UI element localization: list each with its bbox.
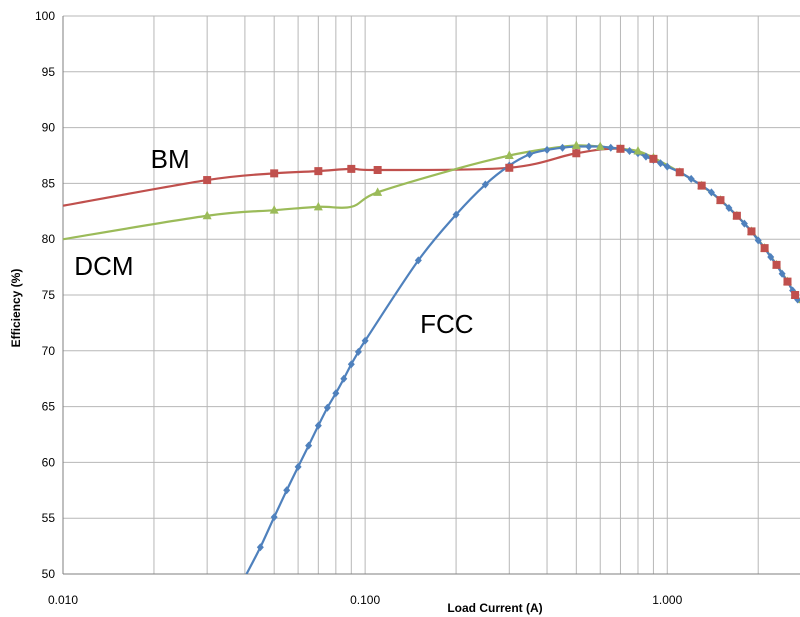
dcm-point (504, 150, 514, 159)
y-tick-label: 95 (42, 65, 56, 79)
y-tick-label: 90 (42, 121, 56, 135)
y-tick-label: 75 (42, 288, 56, 302)
bm-point (616, 144, 625, 153)
bm-point (716, 196, 725, 205)
bm-point (314, 167, 323, 176)
fcc-point (340, 374, 348, 383)
bm-point (760, 244, 769, 253)
fcc-series-label: FCC (420, 309, 473, 339)
series-layer (63, 140, 800, 574)
fcc-point (543, 145, 551, 154)
fcc-point (270, 513, 278, 522)
bm-point (732, 211, 741, 220)
bm-point (203, 176, 212, 185)
fcc-point (642, 152, 650, 161)
x-tick-label: 0.010 (48, 593, 78, 607)
dcm-point (571, 140, 581, 149)
fcc-point (323, 403, 331, 412)
dcm-point (595, 141, 605, 151)
bm-point (747, 227, 756, 236)
series-labels: BM DCM FCC (74, 144, 473, 339)
dcm-point (633, 146, 643, 155)
x-axis-title: Load Current (A) (447, 601, 542, 615)
bm-point (783, 277, 792, 286)
y-tick-label: 80 (42, 232, 56, 246)
bm-point (373, 166, 382, 175)
bm-point (649, 154, 658, 163)
fcc-point (361, 336, 369, 345)
y-tick-label: 70 (42, 344, 56, 358)
dcm-point (373, 187, 383, 196)
fcc-point (754, 236, 762, 245)
fcc-point (347, 360, 355, 369)
fcc-point (626, 147, 634, 156)
dcm-series-label: DCM (74, 251, 133, 281)
fcc-point (607, 143, 615, 152)
bm-point (270, 169, 279, 178)
axes (62, 16, 800, 575)
y-tick-label: 85 (42, 176, 56, 190)
fcc-point (305, 441, 313, 450)
fcc-point (332, 389, 340, 398)
y-tick-label: 65 (42, 400, 56, 414)
bm-point (572, 149, 581, 158)
y-tick-label: 50 (42, 567, 56, 581)
bm-point (505, 163, 514, 172)
bm-point (772, 260, 781, 269)
fcc-point (725, 203, 733, 212)
bm-point (791, 291, 800, 299)
grid-lines (62, 15, 800, 575)
fcc-point (767, 253, 775, 262)
dcm-point (202, 210, 212, 220)
fcc-point (283, 486, 291, 495)
tick-labels: 50 55 60 65 70 75 80 85 90 95 100 0.010 0.100 1.000 (35, 9, 683, 607)
fcc-point (740, 219, 748, 228)
dcm-point (313, 201, 323, 211)
y-tick-label: 100 (35, 9, 55, 23)
fcc-point (663, 162, 671, 171)
fcc-point (526, 150, 534, 159)
y-tick-label: 55 (42, 511, 56, 525)
fcc-point (256, 543, 264, 552)
y-axis-title: Efficiency (%) (9, 269, 23, 348)
x-tick-label: 1.000 (652, 593, 682, 607)
fcc-point (314, 421, 322, 430)
fcc-point (294, 462, 302, 471)
fcc-point (778, 269, 786, 278)
bm-point (697, 181, 706, 190)
fcc-point (657, 159, 665, 168)
fcc-series-line (245, 145, 799, 574)
fcc-point (558, 143, 566, 152)
fcc-point (707, 188, 715, 197)
fcc-point (585, 142, 593, 151)
bm-series-label: BM (151, 144, 190, 174)
bm-point (347, 164, 356, 173)
bm-markers (203, 144, 800, 299)
fcc-point (414, 256, 422, 265)
x-tick-label: 0.100 (350, 593, 380, 607)
fcc-point (354, 347, 362, 356)
fcc-point (687, 174, 695, 183)
dcm-markers (202, 140, 800, 299)
bm-point (675, 168, 684, 177)
fcc-point (452, 210, 460, 219)
dcm-point (269, 205, 279, 214)
y-tick-label: 60 (42, 455, 56, 469)
fcc-point (481, 180, 489, 189)
